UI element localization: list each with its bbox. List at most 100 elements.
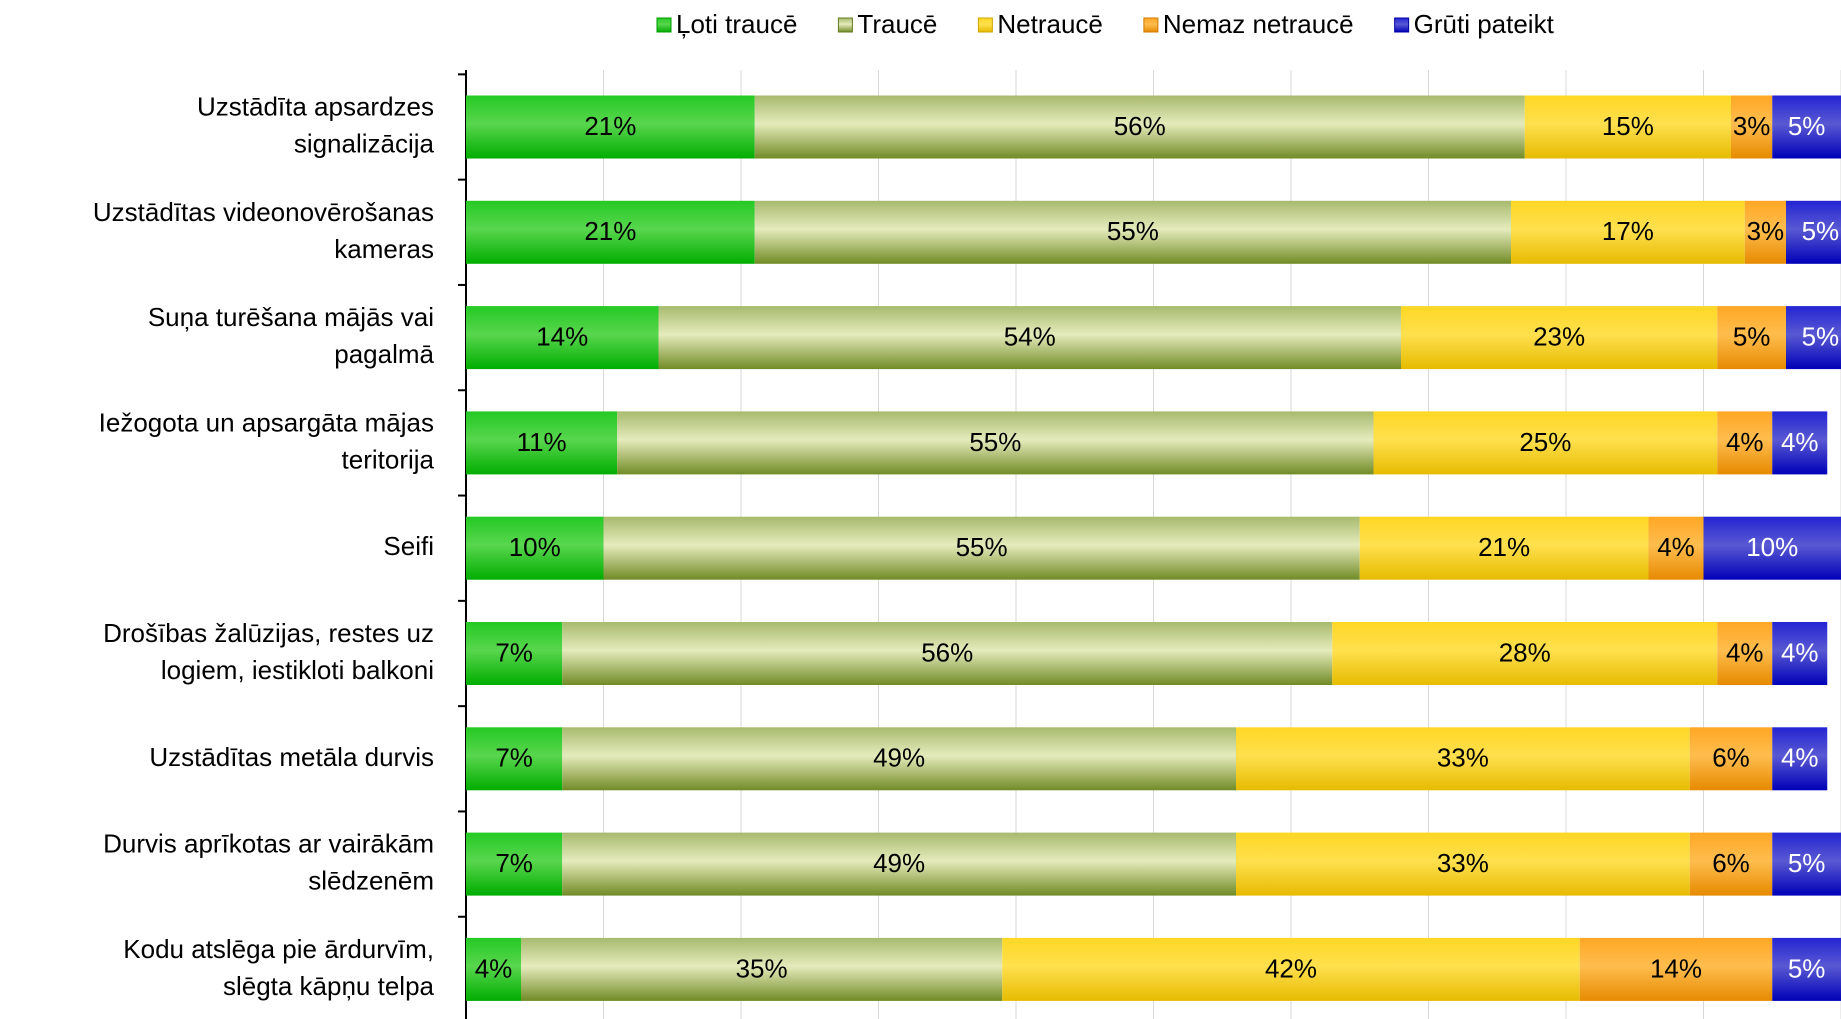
legend-label: Ļoti traucē [676,9,797,39]
value-label: 4% [1781,637,1819,667]
bar-segment [1717,411,1773,475]
value-label: 4% [1657,532,1695,562]
legend-label: Nemaz netraucē [1163,9,1354,39]
value-label: 56% [1114,111,1166,141]
bar-segment [1236,832,1690,896]
bar-segment [466,411,618,475]
value-label: 28% [1499,637,1551,667]
value-label: 17% [1602,216,1654,246]
category-label: Uzstādītas videonovērošanas kameras [93,197,434,264]
bar-segment [466,306,659,370]
bar-segment [1002,937,1580,1001]
bar-segment [1524,95,1731,159]
bar-segment [603,516,1360,580]
category-label: Seifi [383,531,434,561]
bar-segment [466,832,563,896]
bar-segment [1786,200,1841,264]
value-label: 4% [1781,743,1819,773]
bar-segment [658,306,1401,370]
bar-segment [1236,727,1690,791]
value-label: 11% [517,427,567,457]
bar-segment [1373,411,1718,475]
value-label: 14% [1650,953,1702,983]
bar-segment [1772,95,1841,159]
bar-segment [617,411,1374,475]
bar-segment [754,200,1511,264]
bar-segment [1401,306,1718,370]
value-label: 7% [495,848,533,878]
value-label: 5% [1802,216,1840,246]
bar-segment [1772,411,1828,475]
value-label: 5% [1788,111,1826,141]
value-label: 35% [736,953,788,983]
bar-segment [521,937,1003,1001]
legend-label: Grūti pateikt [1414,9,1555,39]
bar-segment [1786,306,1841,370]
value-label: 3% [1733,111,1771,141]
bar-segment [562,727,1236,791]
value-label: 55% [956,532,1008,562]
bar-segment [1359,516,1649,580]
bar-segment [1772,832,1841,896]
legend-swatch [1143,17,1159,33]
bar-segment [466,200,755,264]
bar-segment [1511,200,1745,264]
bar-segment [1579,937,1773,1001]
value-label: 33% [1437,848,1489,878]
value-label: 14% [536,321,588,351]
bar-segment [1648,516,1704,580]
bar-segment [1332,622,1718,685]
legend-swatch [977,17,993,33]
bar-segment [754,95,1525,159]
bar-segment [1772,622,1828,685]
category-label: Iežogota un apsargāta mājas teritorija [99,407,435,474]
value-label: 4% [1726,637,1764,667]
value-label: 10% [509,532,561,562]
bar-segment [1717,306,1786,370]
value-label: 54% [1004,321,1056,351]
value-label: 4% [475,953,513,983]
value-label: 4% [1781,427,1819,457]
value-label: 5% [1788,953,1826,983]
value-label: 3% [1747,216,1785,246]
value-label: 56% [921,637,973,667]
category-label: Uzstādīta apsardzes signalizācija [197,91,435,158]
value-label: 21% [584,216,636,246]
value-label: 23% [1533,321,1585,351]
value-label: 33% [1437,743,1489,773]
bar-segment [466,95,755,159]
bar-segment [562,832,1236,896]
legend-swatch [1394,17,1410,33]
bar-segment [1772,937,1841,1001]
bar-segment [1744,200,1786,264]
value-label: 7% [495,637,533,667]
value-label: 21% [1478,532,1530,562]
value-label: 49% [873,743,925,773]
value-label: 25% [1519,427,1571,457]
category-label: Durvis aprīkotas ar vairākām slēdzenēm [103,828,434,895]
category-label: Kodu atslēga pie ārdurvīm, slēgta kāpņu t… [123,934,434,1001]
legend-swatch [837,17,853,33]
value-label: 55% [969,427,1021,457]
bar-segment [466,516,604,580]
value-label: 49% [873,848,925,878]
value-label: 7% [495,743,533,773]
value-label: 10% [1746,532,1798,562]
value-label: 5% [1802,321,1840,351]
bar-segment [1772,727,1828,791]
legend-label: Netraucē [997,9,1103,39]
category-label: Suņa turēšana mājās vai pagalmā [148,302,435,369]
bar-segment [466,937,521,1001]
bar-segment [1731,95,1773,159]
bar-segment [466,727,563,791]
value-label: 6% [1712,848,1750,878]
value-label: 5% [1733,321,1771,351]
category-label: Uzstādītas metāla durvis [149,742,434,772]
value-label: 4% [1726,427,1764,457]
bar-segment [562,622,1333,685]
category-label: Drošības žalūzijas, restes uz logiem, ies… [103,618,434,685]
bar-segment [1717,622,1773,685]
value-label: 6% [1712,743,1750,773]
bar-segment [1689,727,1773,791]
